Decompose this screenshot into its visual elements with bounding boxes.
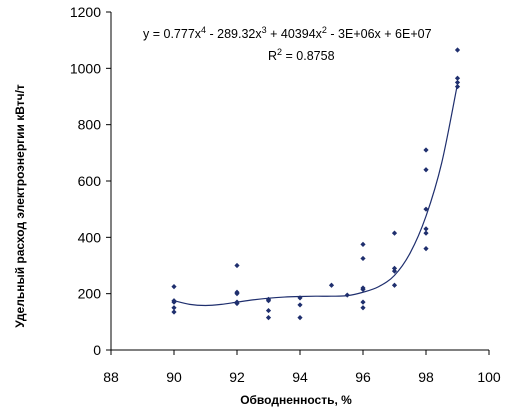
data-point: [265, 298, 272, 304]
data-point: [344, 292, 350, 298]
data-point: [171, 305, 177, 311]
x-axis-ticks: 88 90 92 94 96 98 100: [103, 350, 501, 385]
data-point: [360, 286, 366, 293]
y-tick-label: 0: [93, 342, 101, 358]
trendline-equation: y = 0.777x4 - 289.32x3 + 40394x2 - 3E+06…: [143, 25, 432, 41]
data-point: [423, 206, 429, 212]
data-point: [360, 305, 366, 311]
data-point: [171, 299, 177, 305]
data-point: [423, 246, 429, 252]
y-tick-label: 200: [78, 286, 102, 302]
data-point: [265, 307, 272, 314]
data-point: [423, 147, 429, 153]
trendline: [173, 83, 459, 307]
x-tick-label: 98: [418, 369, 434, 385]
data-point: [391, 268, 398, 274]
y-tick-label: 1000: [70, 60, 101, 76]
y-axis-ticks: 0 200 400 600 800 1000 1200: [70, 4, 111, 358]
x-axis-title: Обводненность, %: [240, 393, 352, 407]
y-tick-label: 400: [78, 229, 102, 245]
x-tick-label: 94: [292, 369, 308, 385]
data-point: [297, 315, 303, 321]
data-point: [171, 284, 177, 290]
data-points: [171, 47, 461, 321]
data-point: [391, 265, 398, 271]
x-tick-label: 92: [229, 369, 245, 385]
data-point: [454, 47, 461, 53]
data-point: [360, 299, 366, 305]
data-point: [454, 84, 461, 90]
x-tick-label: 96: [355, 369, 371, 385]
data-point: [423, 230, 429, 236]
data-point: [265, 315, 272, 321]
data-point: [297, 295, 303, 301]
data-point: [234, 300, 240, 307]
y-tick-label: 600: [78, 173, 102, 189]
data-point: [297, 302, 303, 308]
x-tick-label: 100: [477, 369, 501, 385]
data-point: [360, 255, 366, 262]
data-point: [234, 291, 240, 297]
data-point: [234, 262, 240, 269]
data-point: [454, 75, 461, 81]
data-point: [328, 282, 335, 288]
data-point: [454, 79, 461, 86]
data-point: [391, 230, 398, 236]
data-point: [171, 309, 177, 315]
data-point: [391, 282, 398, 288]
y-axis-title: Удельный расход электроэнергии кВтч/т: [13, 84, 27, 328]
y-tick-label: 1200: [70, 4, 101, 20]
y-tick-label: 800: [78, 117, 102, 133]
data-point: [423, 226, 429, 232]
r-squared-label: R2 = 0.8758: [268, 47, 335, 63]
x-tick-label: 88: [103, 369, 119, 385]
data-point: [423, 167, 429, 173]
data-point: [360, 241, 366, 247]
x-tick-label: 90: [166, 369, 182, 385]
